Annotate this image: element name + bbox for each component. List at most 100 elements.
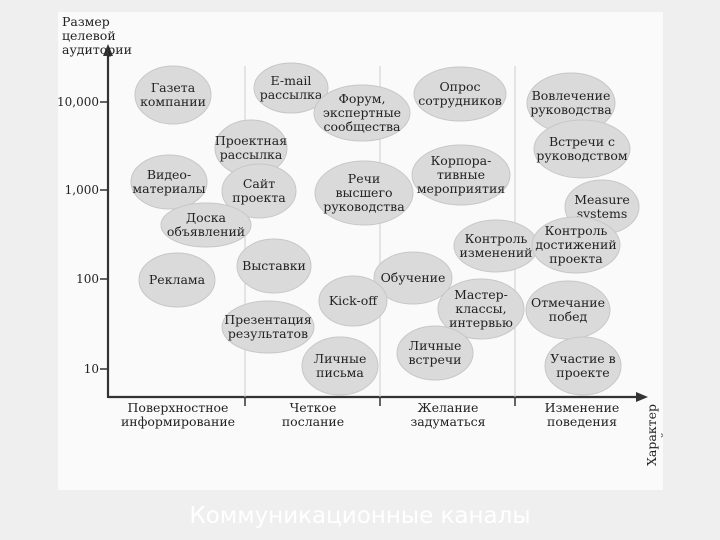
channel-label-vovlechenie-line: Вовлечение bbox=[532, 88, 611, 103]
channel-label-doska: Доска объявлений bbox=[167, 210, 245, 239]
channel-bubble-sait: Сайт проекта bbox=[221, 163, 297, 219]
bubble-shape bbox=[318, 275, 388, 327]
channel-bubble-rechi: Речи высшего руководства bbox=[314, 160, 414, 226]
column-label-line: Поверхностное bbox=[128, 400, 229, 415]
channel-label-otmechanie-line: Отмечание bbox=[531, 295, 605, 310]
channel-label-measure-line: Measure bbox=[574, 192, 630, 207]
channel-bubble-master: Мастер-классы, интервью bbox=[437, 278, 525, 340]
bubble-shape bbox=[411, 144, 511, 206]
channel-label-kontrol-izm: Контроль изменений bbox=[460, 231, 533, 260]
bubble-shape bbox=[396, 325, 474, 381]
channel-label-gazeta: Газета компании bbox=[140, 80, 206, 109]
y-axis-title-line: Размер bbox=[62, 14, 110, 29]
channel-bubble-email: E-mail рассылка bbox=[253, 62, 329, 114]
channel-label-forum-line: экспертные bbox=[323, 105, 401, 120]
channel-label-proektnaya-line: рассылка bbox=[220, 147, 283, 162]
channel-label-uchastie: Участие в проекте bbox=[550, 351, 615, 380]
channel-label-vstrechi-ruk-line: Встречи с bbox=[549, 134, 615, 149]
channel-label-gazeta-line: Газета bbox=[151, 80, 196, 95]
bubble-shape bbox=[253, 62, 329, 114]
y-tick-label: 1,000 bbox=[65, 183, 99, 197]
slide-title: Коммуникационные каналы bbox=[189, 503, 531, 529]
channel-label-master: Мастер-классы, интервью bbox=[449, 287, 513, 330]
channel-label-video-line: материалы bbox=[132, 181, 205, 196]
channel-label-gazeta-line: компании bbox=[140, 94, 206, 109]
channel-bubble-vystavki: Выставки bbox=[236, 238, 312, 294]
channel-bubble-gazeta: Газета компании bbox=[134, 65, 212, 125]
y-axis-arrow bbox=[103, 44, 113, 56]
y-axis-title-line: аудитории bbox=[62, 42, 132, 57]
channel-label-sait: Сайт проекта bbox=[232, 176, 286, 205]
channel-bubble-kontrol-dost: Контроль достижений проекта bbox=[531, 216, 621, 274]
column-label: Изменение поведения bbox=[545, 400, 620, 429]
channel-label-korporativnye: Корпора-тивные мероприятия bbox=[417, 153, 505, 196]
channel-label-email-line: E-mail bbox=[271, 73, 312, 88]
channel-bubble-kickoff: Kick-off bbox=[318, 275, 388, 327]
channel-label-prezentaciya-line: результатов bbox=[228, 326, 308, 341]
channel-label-rechi-line: Речи bbox=[348, 171, 380, 186]
channel-label-vystavki-line: Выставки bbox=[242, 258, 306, 273]
channel-bubble-doska: Доска объявлений bbox=[160, 202, 252, 248]
bubble-shape bbox=[437, 278, 525, 340]
channel-label-measure: Measure systems bbox=[574, 192, 630, 221]
channel-label-kontrol-dost-line: достижений bbox=[535, 237, 616, 252]
channel-label-forum-line: Форум, bbox=[339, 91, 386, 106]
column-label-line: послание bbox=[282, 414, 344, 429]
bubble-shape bbox=[314, 160, 414, 226]
column-label-line: задуматься bbox=[410, 414, 485, 429]
y-tick-label: 100 bbox=[76, 272, 99, 286]
y-tick-label: 10 bbox=[84, 362, 99, 376]
bubble-shape bbox=[531, 216, 621, 274]
column-label-line: информирование bbox=[121, 414, 235, 429]
column-label-line: Четкое bbox=[290, 400, 337, 415]
channel-label-measure-line: systems bbox=[577, 206, 628, 221]
channel-label-doska-line: объявлений bbox=[167, 224, 245, 239]
channel-label-kontrol-dost-line: Контроль bbox=[545, 223, 608, 238]
channel-label-reklama-line: Реклама bbox=[149, 272, 206, 287]
bubble-shape bbox=[413, 66, 507, 122]
bubble-shape bbox=[138, 252, 216, 308]
bubble-shape bbox=[301, 336, 379, 396]
channel-label-kontrol-izm-line: Контроль bbox=[465, 231, 528, 246]
bubble-shape bbox=[130, 154, 208, 210]
channel-bubble-obuchenie: Обучение bbox=[373, 251, 453, 305]
channel-bubble-proektnaya: Проектная рассылка bbox=[214, 119, 288, 177]
channel-label-vstrechi-ruk-line: руководством bbox=[536, 148, 627, 163]
channel-label-vystavki: Выставки bbox=[242, 258, 306, 273]
channel-label-sait-line: Сайт bbox=[243, 176, 275, 191]
channel-label-vovlechenie: Вовлечение руководства bbox=[530, 88, 612, 117]
bubble-shape bbox=[160, 202, 252, 248]
channel-label-master-line: классы, bbox=[455, 301, 506, 316]
channel-label-doska-line: Доска bbox=[186, 210, 227, 225]
channel-label-proektnaya: Проектная рассылка bbox=[215, 133, 287, 162]
channel-label-proektnaya-line: Проектная bbox=[215, 133, 287, 148]
channel-label-rechi-line: высшего bbox=[335, 185, 392, 200]
channel-label-obuchenie: Обучение bbox=[381, 270, 446, 285]
channel-bubble-lichnye-pisma: Личные письма bbox=[301, 336, 379, 396]
communication-channels-diagram: 10,000 1,000 100 10 Размер целевой аудитории Ха… bbox=[58, 14, 663, 476]
channel-label-vovlechenie-line: руководства bbox=[530, 102, 612, 117]
column-label-line: поведения bbox=[547, 414, 617, 429]
channel-label-sait-line: проекта bbox=[232, 190, 286, 205]
channel-bubble-kontrol-izm: Контроль изменений bbox=[453, 219, 539, 273]
bubble-shape bbox=[373, 251, 453, 305]
channel-label-lichnye-pisma-line: Личные bbox=[314, 351, 367, 366]
channel-label-kickoff: Kick-off bbox=[329, 293, 378, 308]
channel-bubble-prezentaciya: Презентация результатов bbox=[221, 300, 315, 354]
bubble-shape bbox=[544, 336, 622, 396]
channel-label-reklama: Реклама bbox=[149, 272, 206, 287]
diagram-figure: 10,000 1,000 100 10 Размер целевой аудитории Ха… bbox=[58, 12, 663, 490]
channel-label-otmechanie: Отмечание побед bbox=[531, 295, 605, 324]
column-label-line: Желание bbox=[418, 400, 479, 415]
channel-label-kontrol-dost: Контроль достижений проекта bbox=[535, 223, 616, 266]
channel-label-prezentaciya-line: Презентация bbox=[224, 312, 312, 327]
channel-label-opros-line: Опрос bbox=[439, 79, 480, 94]
channel-label-korporativnye-line: Корпора- bbox=[431, 153, 492, 168]
channel-label-korporativnye-line: мероприятия bbox=[417, 181, 505, 196]
x-axis-title: Характер воздействия bbox=[644, 394, 663, 476]
channel-label-korporativnye-line: тивные bbox=[437, 167, 485, 182]
channel-bubble-opros: Опрос сотрудников bbox=[413, 66, 507, 122]
channel-label-lichnye-vstrechi-line: Личные bbox=[409, 338, 462, 353]
x-axis-title-line: Характер bbox=[644, 404, 659, 466]
column-label: Желание задуматься bbox=[410, 400, 485, 429]
